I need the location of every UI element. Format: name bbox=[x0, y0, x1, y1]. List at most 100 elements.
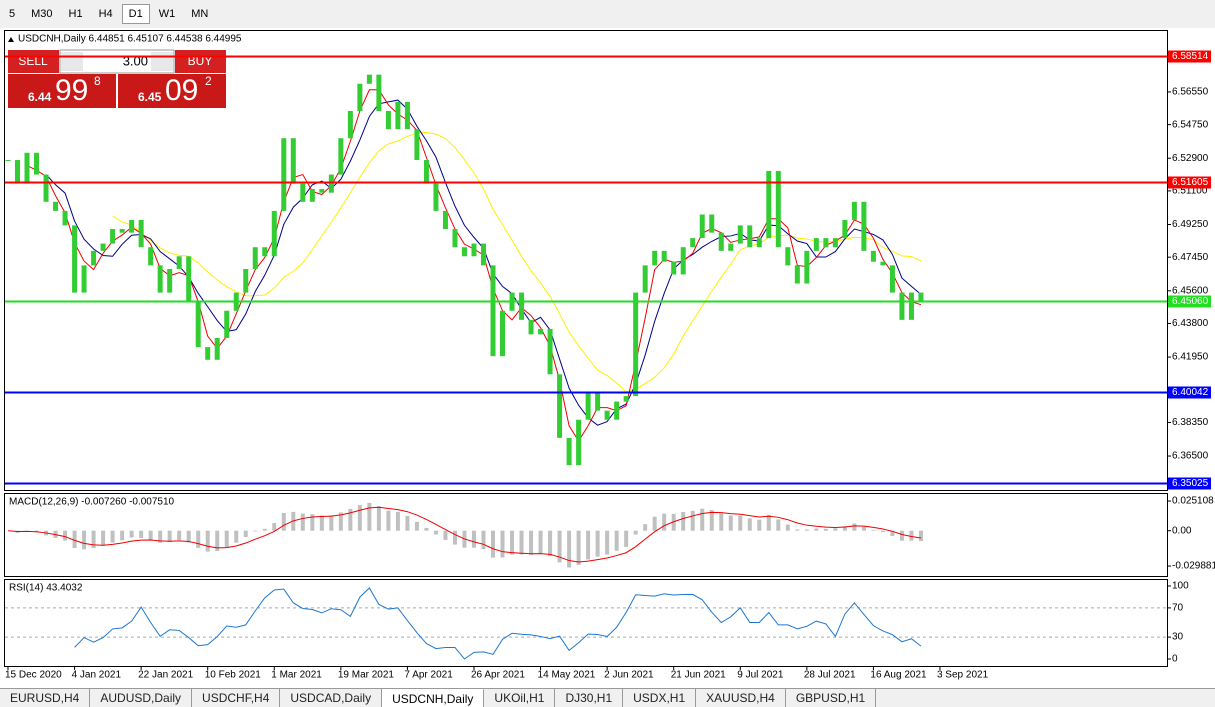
macd-bar bbox=[452, 530, 457, 545]
candle bbox=[129, 219, 135, 233]
candle bbox=[889, 265, 895, 293]
macd-bar bbox=[700, 508, 705, 531]
macd-bar bbox=[899, 530, 904, 541]
candle bbox=[110, 229, 116, 244]
symbol-tab[interactable]: GBPUSD,H1 bbox=[786, 689, 877, 707]
symbol-tab[interactable]: USDCAD,Daily bbox=[280, 689, 383, 707]
candle bbox=[461, 247, 467, 257]
macd-bar bbox=[652, 516, 657, 531]
timeframe-button[interactable]: H4 bbox=[98, 8, 113, 20]
candle bbox=[157, 265, 163, 293]
macd-bar bbox=[538, 530, 543, 554]
macd-bar bbox=[338, 512, 343, 531]
macd-bar bbox=[148, 530, 153, 540]
candle bbox=[366, 74, 372, 84]
candle bbox=[842, 219, 848, 239]
macd-bar bbox=[234, 530, 239, 543]
candle bbox=[328, 174, 334, 193]
macd-bar bbox=[785, 524, 790, 531]
x-tick-label: 28 Jul 2021 bbox=[804, 670, 856, 681]
macd-bar bbox=[690, 510, 695, 531]
macd-bar bbox=[367, 502, 372, 531]
x-tick-label: 21 Jun 2021 bbox=[671, 670, 726, 681]
symbol-tab[interactable]: AUDUSD,Daily bbox=[90, 689, 193, 707]
macd-bar bbox=[319, 515, 324, 531]
x-tick-label: 22 Jan 2021 bbox=[138, 670, 193, 681]
x-tick-label: 7 Apr 2021 bbox=[404, 670, 453, 681]
x-tick-label: 3 Sep 2021 bbox=[937, 670, 989, 681]
macd-bar bbox=[747, 518, 752, 531]
level-tag bbox=[1168, 176, 1211, 189]
candle bbox=[423, 160, 429, 184]
candle bbox=[138, 219, 144, 248]
lots-down[interactable] bbox=[61, 52, 83, 71]
macd-bar bbox=[529, 530, 534, 555]
symbol-tab[interactable]: DJ30,H1 bbox=[555, 689, 624, 707]
candle bbox=[205, 347, 211, 360]
macd-bar bbox=[624, 530, 629, 548]
timeframe-button[interactable]: D1 bbox=[121, 4, 150, 24]
symbol-tab[interactable]: UKOil,H1 bbox=[484, 689, 556, 707]
y-tick-label: 6.36500 bbox=[1172, 451, 1209, 462]
symbol-tab[interactable]: EURUSD,H4 bbox=[0, 689, 91, 707]
candle bbox=[490, 265, 496, 357]
macd-bar bbox=[167, 530, 172, 543]
lots-up[interactable] bbox=[151, 52, 173, 71]
candle bbox=[908, 292, 914, 320]
timeframe-button[interactable]: H1 bbox=[68, 8, 83, 20]
y-tick-label: -0.029881 bbox=[1172, 561, 1215, 572]
bid-box[interactable] bbox=[8, 74, 116, 108]
symbol-tab[interactable]: USDCNH,Daily bbox=[382, 689, 485, 707]
macd-bar bbox=[491, 530, 496, 558]
timeframe-button[interactable]: M30 bbox=[31, 8, 53, 20]
macd-bar bbox=[510, 530, 515, 555]
macd-bar bbox=[177, 530, 182, 541]
macd-bar bbox=[310, 514, 315, 531]
candle bbox=[918, 292, 924, 302]
x-tick-label: 9 Jul 2021 bbox=[737, 670, 784, 681]
candle bbox=[851, 201, 857, 220]
symbol-tab[interactable]: USDCHF,H4 bbox=[192, 689, 281, 707]
timeframe-button[interactable]: MN bbox=[191, 8, 209, 20]
macd-bar bbox=[662, 513, 667, 531]
level-tag bbox=[1168, 386, 1211, 399]
candle bbox=[747, 225, 753, 248]
candle bbox=[243, 268, 249, 293]
candle bbox=[5, 160, 11, 162]
ask-box[interactable] bbox=[118, 74, 226, 108]
timeframe-button[interactable]: 5 bbox=[9, 8, 16, 20]
macd-bar bbox=[709, 509, 714, 531]
macd-bar bbox=[405, 515, 410, 531]
candle bbox=[756, 238, 762, 248]
macd-bar bbox=[519, 530, 524, 555]
macd-panel bbox=[4, 493, 1168, 577]
symbol-tab[interactable]: XAUUSD,H4 bbox=[696, 689, 786, 707]
macd-bar bbox=[814, 528, 819, 531]
trade-panel: SELL 3.00 BUY 6.44 99 8 6.45 09 2 bbox=[8, 49, 226, 108]
candle bbox=[167, 268, 173, 293]
macd-bar bbox=[918, 530, 923, 542]
candle bbox=[214, 337, 220, 360]
macd-bar bbox=[738, 515, 743, 531]
macd-bar bbox=[586, 530, 591, 560]
rsi-panel bbox=[4, 579, 1168, 667]
candle bbox=[547, 328, 553, 375]
candle bbox=[357, 83, 363, 111]
candle bbox=[433, 183, 439, 211]
candle bbox=[519, 292, 525, 320]
candle bbox=[566, 437, 572, 466]
macd-bar bbox=[348, 508, 353, 531]
symbol-tab[interactable]: USDX,H1 bbox=[623, 689, 697, 707]
candle bbox=[538, 328, 544, 335]
macd-bar bbox=[196, 530, 201, 548]
candle bbox=[319, 189, 325, 193]
candle bbox=[224, 310, 230, 338]
candle bbox=[870, 250, 876, 262]
candle bbox=[119, 229, 125, 233]
timeframe-button[interactable]: W1 bbox=[158, 8, 176, 20]
candle bbox=[471, 243, 477, 257]
candle bbox=[91, 250, 97, 266]
y-tick-label: 0 bbox=[1172, 654, 1178, 665]
macd-bar bbox=[262, 528, 267, 531]
candle bbox=[81, 265, 87, 293]
